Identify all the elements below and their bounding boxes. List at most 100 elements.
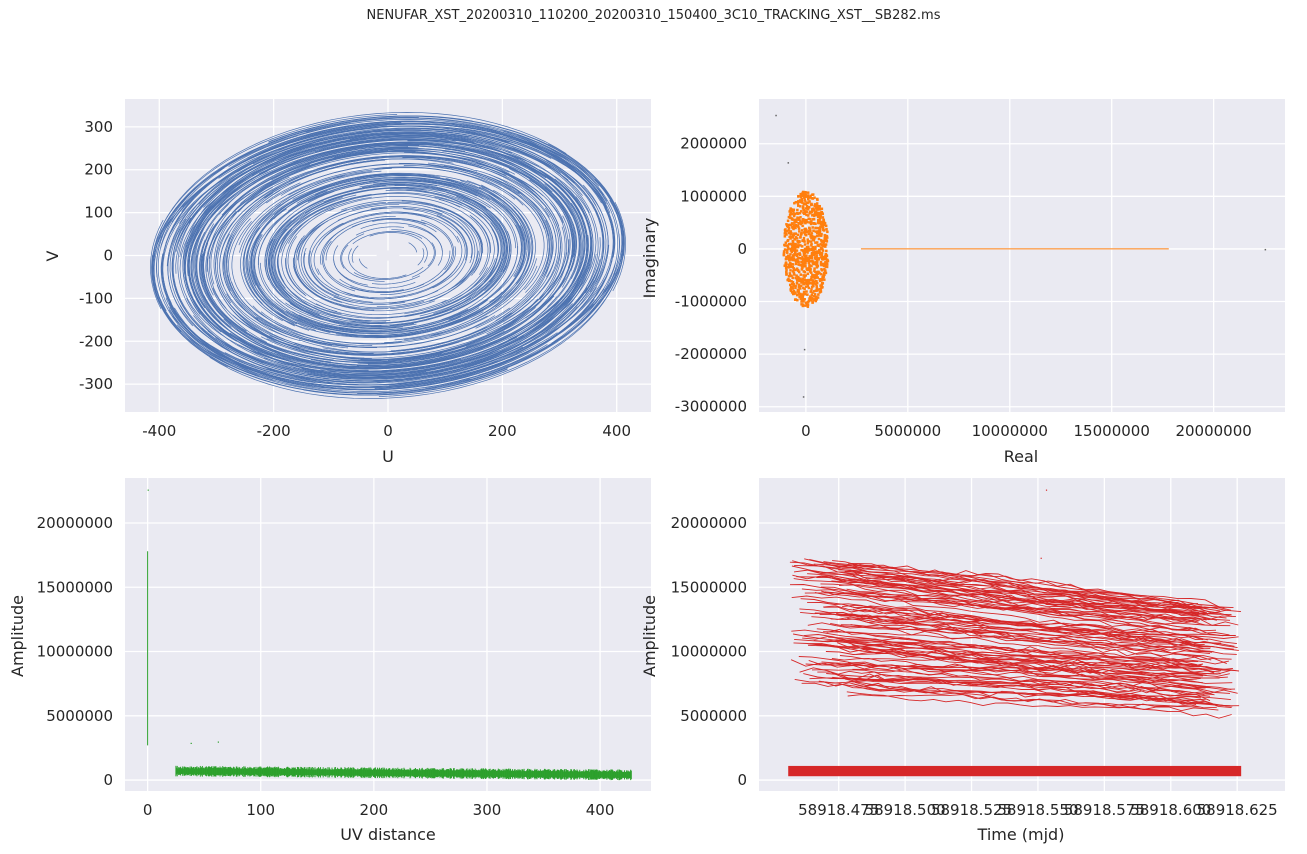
- real-imag-point: [797, 227, 801, 230]
- x-tick-label: 300: [473, 801, 502, 819]
- uv-track: [288, 300, 397, 329]
- uv-track: [351, 202, 476, 289]
- real-imag-point: [803, 270, 807, 274]
- y-tick-label: 100: [84, 204, 113, 222]
- real-imag-point: [809, 240, 813, 243]
- real-imag-point: [806, 242, 810, 245]
- uv-track: [287, 236, 447, 316]
- x-tick-label: 58918.550: [997, 801, 1078, 819]
- uv-track: [213, 210, 442, 362]
- uv-track: [320, 177, 589, 375]
- uv-track: [207, 202, 268, 343]
- real-imag-point: [801, 304, 805, 308]
- real-imag-point: [811, 193, 815, 196]
- real-imag-point: [788, 264, 791, 267]
- uv-track: [268, 115, 473, 143]
- uv-track: [289, 230, 512, 326]
- real-imag-point: [805, 303, 808, 306]
- real-imag-point: [810, 288, 813, 291]
- real-imag-point: [789, 288, 792, 291]
- real-imag-point: [792, 224, 796, 227]
- real-imag-point: [811, 284, 815, 287]
- real-imag-point: [813, 267, 816, 270]
- amp-time-track: [798, 656, 1197, 682]
- real-imag-point: [824, 265, 828, 268]
- amp-time-scatter-points: [788, 489, 1242, 777]
- amp-time-tick-labels: 58918.47558918.50058918.52558918.5505891…: [671, 514, 1278, 819]
- real-imag-point: [797, 256, 800, 260]
- real-imag-point: [802, 291, 806, 295]
- uv-track: [273, 174, 479, 220]
- uv-track: [371, 275, 421, 285]
- real-imag-point: [811, 214, 814, 217]
- amp-time-track: [847, 617, 1212, 648]
- uv-track: [198, 127, 379, 205]
- real-imag-point: [822, 229, 826, 232]
- amp-time-track: [800, 611, 1211, 650]
- real-imag-point: [801, 201, 804, 204]
- real-imag-point: [810, 275, 813, 279]
- real-imag-point: [789, 211, 793, 215]
- real-imag-point: [796, 245, 800, 249]
- real-imag-point: [794, 245, 797, 249]
- uv-track: [281, 224, 338, 312]
- real-imag-outlier: [775, 114, 777, 117]
- uv-track: [441, 216, 491, 304]
- real-imag-point: [817, 232, 821, 235]
- real-imag-point: [794, 200, 798, 204]
- uv-track: [351, 139, 581, 216]
- real-imag-point: [787, 274, 791, 278]
- real-imag-point: [801, 277, 805, 280]
- amp-time-track: [847, 569, 1233, 617]
- uv-track: [242, 191, 310, 331]
- real-imag-point: [807, 245, 810, 249]
- real-imag-point: [825, 235, 829, 238]
- real-imag-point: [803, 227, 807, 231]
- amp-time-track: [846, 604, 1205, 647]
- real-imag-point: [789, 249, 793, 252]
- real-imag-point: [820, 240, 823, 243]
- amp-uvdist-tick-labels: 0 100 200 300 400 0 5000000 10000000 15000000 200…: [37, 514, 615, 819]
- real-imag-point: [803, 278, 807, 282]
- uv-track: [291, 179, 485, 211]
- uv-track: [195, 133, 527, 228]
- real-imag-point: [823, 269, 827, 273]
- real-imag-point: [821, 277, 824, 280]
- real-imag-point: [792, 271, 796, 274]
- real-imag-point: [800, 245, 804, 248]
- real-imag-point: [820, 211, 823, 214]
- y-tick-label: 5000000: [680, 707, 747, 725]
- real-imag-point: [803, 243, 807, 246]
- real-imag-point: [799, 284, 803, 288]
- real-imag-point: [803, 229, 807, 232]
- amp-time-track: [831, 580, 1199, 617]
- real-imag-point: [822, 240, 825, 244]
- amp-time-track: [855, 682, 1201, 708]
- real-imag-point: [821, 227, 825, 230]
- real-imag-point: [810, 277, 813, 281]
- real-imag-point: [818, 279, 822, 283]
- real-imag-point: [805, 213, 808, 217]
- real-imag-point: [786, 248, 789, 252]
- real-imag-point: [789, 285, 793, 289]
- real-imag-point: [807, 261, 811, 265]
- amp-time-track: [804, 558, 1205, 609]
- real-imag-point: [799, 222, 803, 226]
- real-imag-point: [824, 257, 828, 261]
- real-imag-point: [821, 262, 825, 266]
- uv-track: [438, 199, 495, 287]
- uv-track: [240, 149, 516, 204]
- real-imag-point: [790, 274, 793, 278]
- real-imag-point: [793, 247, 797, 251]
- real-imag-point: [783, 243, 786, 247]
- real-imag-point: [797, 283, 801, 286]
- amp-time-track: [843, 572, 1202, 616]
- real-imag-point: [792, 233, 796, 237]
- uv-track: [209, 220, 624, 399]
- uv-track: [151, 135, 298, 381]
- real-imag-point: [814, 241, 817, 244]
- real-imag-point: [801, 239, 804, 243]
- x-tick-label: 58918.525: [931, 801, 1012, 819]
- real-imag-point: [812, 229, 815, 232]
- real-imag-point: [799, 292, 802, 296]
